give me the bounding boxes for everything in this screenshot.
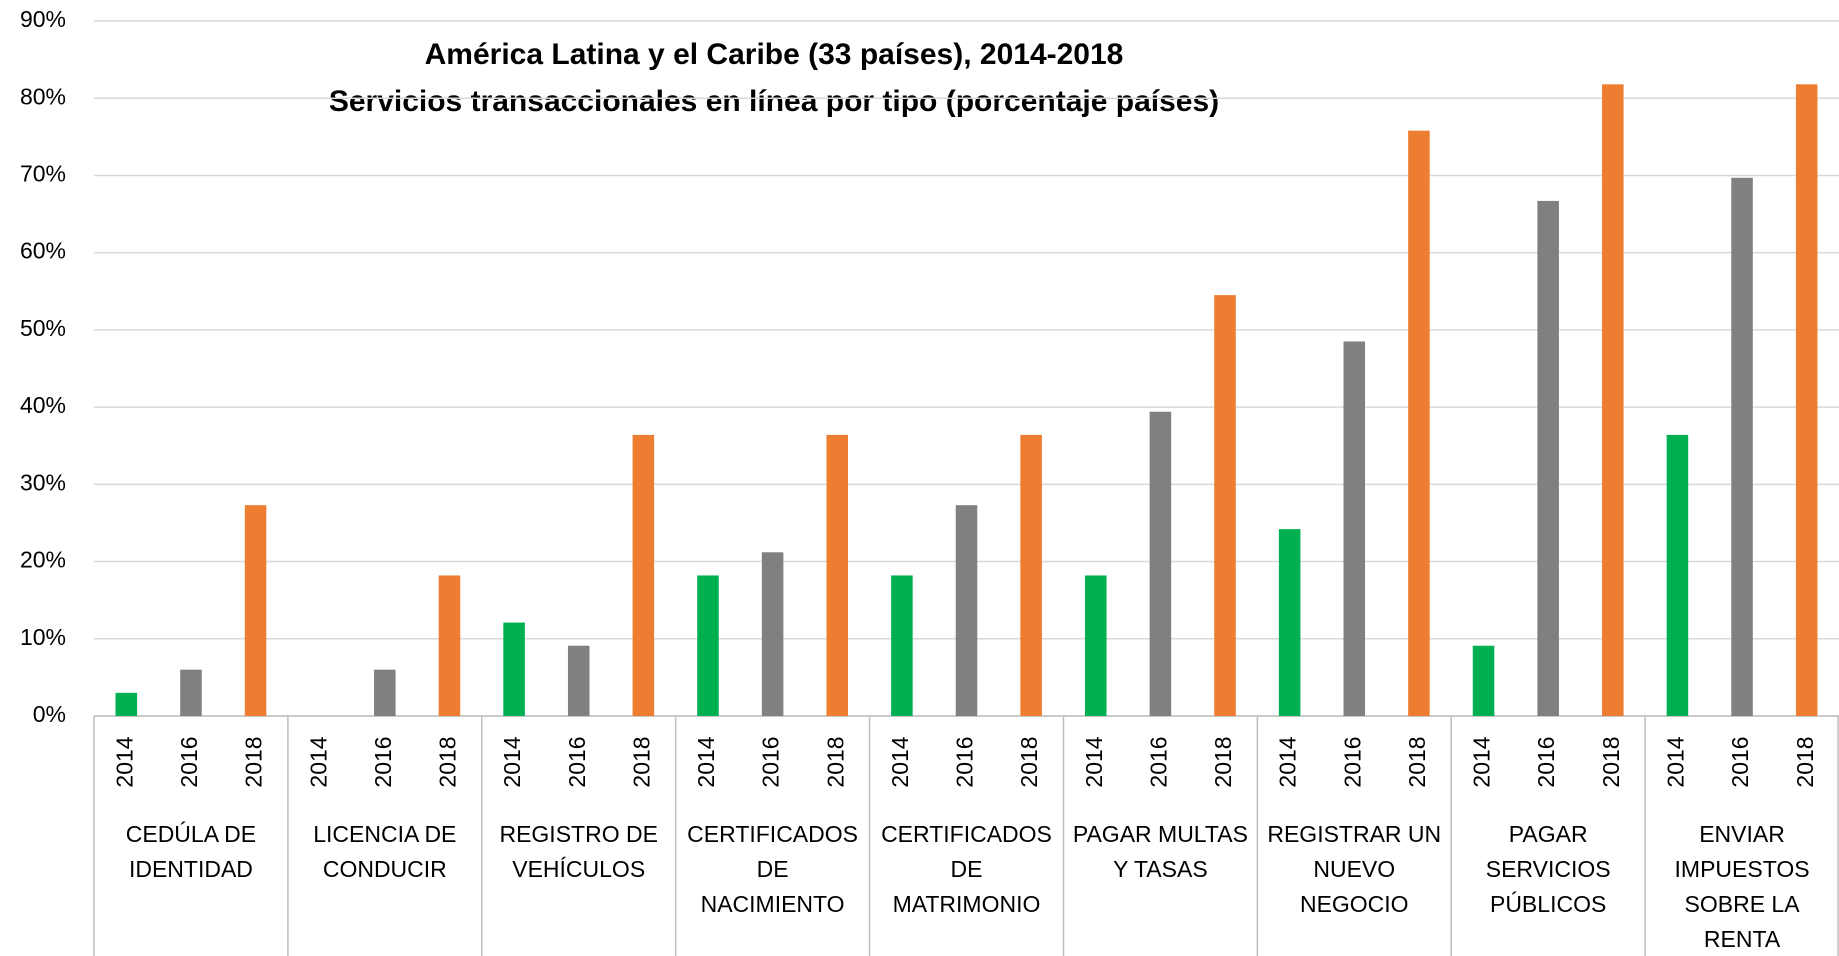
y-tick-label: 30% [20, 469, 66, 495]
category-label: CERTIFICADOS DE NACIMIENTO [687, 821, 858, 917]
x-tick-label: 2016 [952, 736, 978, 787]
x-tick-label: 2016 [1727, 736, 1753, 787]
y-tick-label: 80% [20, 83, 66, 109]
x-tick-label: 2016 [176, 736, 202, 787]
chart-subtitle: Servicios transaccionales en línea por t… [329, 85, 1219, 118]
bar [1020, 434, 1042, 716]
bar [374, 669, 396, 716]
x-tick-label: 2018 [1404, 736, 1430, 787]
y-tick-label: 40% [20, 392, 66, 418]
bar [1343, 341, 1366, 716]
x-tick-label: 2018 [822, 736, 848, 787]
x-tick-label: 2014 [887, 736, 913, 787]
x-tick-label: 2014 [693, 736, 719, 787]
bar [1408, 130, 1430, 717]
x-tick-label: 2018 [435, 736, 461, 787]
x-tick-label: 2018 [1016, 736, 1042, 787]
chart-title: América Latina y el Caribe (33 países), … [425, 38, 1124, 71]
bar [1731, 177, 1753, 716]
category-label: LICENCIA DE CONDUCIR [313, 821, 457, 882]
category-label: PAGAR MULTAS Y TASAS [1072, 821, 1248, 882]
bar [955, 505, 978, 716]
bar [1278, 529, 1301, 716]
bar [1472, 645, 1495, 716]
y-tick-label: 50% [20, 315, 66, 341]
y-tick-label: 10% [20, 624, 66, 650]
category-label: REGISTRO DE VEHÍCULOS [499, 821, 658, 882]
bar [115, 692, 138, 716]
bar [1149, 411, 1172, 716]
category-label: REGISTRAR UN NUEVO NEGOCIO [1267, 821, 1442, 917]
y-tick-label: 60% [20, 238, 66, 264]
bar [1084, 575, 1107, 716]
x-tick-label: 2016 [1533, 736, 1559, 787]
bar [1602, 84, 1624, 717]
category-label: CERTIFICADOS DE MATRIMONIO [881, 821, 1052, 917]
x-tick-label: 2014 [1275, 736, 1301, 787]
bar [438, 575, 461, 716]
x-tick-label: 2014 [305, 736, 331, 787]
bar [1666, 434, 1689, 716]
bar [244, 505, 267, 716]
bar [697, 575, 719, 716]
bar [891, 575, 913, 716]
x-tick-label: 2018 [1792, 736, 1818, 787]
category-label: PAGAR SERVICIOS PÚBLICOS [1485, 821, 1611, 917]
x-tick-label: 2014 [1081, 736, 1107, 787]
bar [1795, 84, 1818, 717]
x-tick-label: 2018 [241, 736, 267, 787]
x-tick-label: 2014 [1663, 736, 1689, 787]
bar [503, 622, 525, 716]
x-tick-label: 2016 [1339, 736, 1365, 787]
x-tick-label: 2016 [758, 736, 784, 787]
y-tick-label: 90% [20, 6, 66, 32]
bar [567, 645, 590, 716]
x-tick-label: 2014 [499, 736, 525, 787]
category-label: ENVIAR IMPUESTOS SOBRE LA RENTA [1674, 821, 1810, 952]
bar [632, 434, 655, 716]
bar [180, 669, 202, 716]
bar [1214, 295, 1236, 716]
x-tick-label: 2018 [1210, 736, 1236, 787]
x-tick-label: 2014 [1469, 736, 1495, 787]
x-tick-label: 2018 [1598, 736, 1624, 787]
bar [826, 434, 849, 716]
y-tick-label: 20% [20, 547, 66, 573]
x-tick-label: 2016 [1145, 736, 1171, 787]
x-tick-label: 2016 [564, 736, 590, 787]
x-tick-label: 2016 [370, 736, 396, 787]
x-tick-label: 2014 [111, 736, 137, 787]
bar [761, 552, 784, 716]
y-tick-label: 70% [20, 161, 66, 187]
bar [1537, 200, 1559, 716]
x-tick-label: 2018 [628, 736, 654, 787]
category-label: CEDÚLA DE IDENTIDAD [125, 821, 257, 882]
y-tick-label: 0% [33, 701, 66, 727]
